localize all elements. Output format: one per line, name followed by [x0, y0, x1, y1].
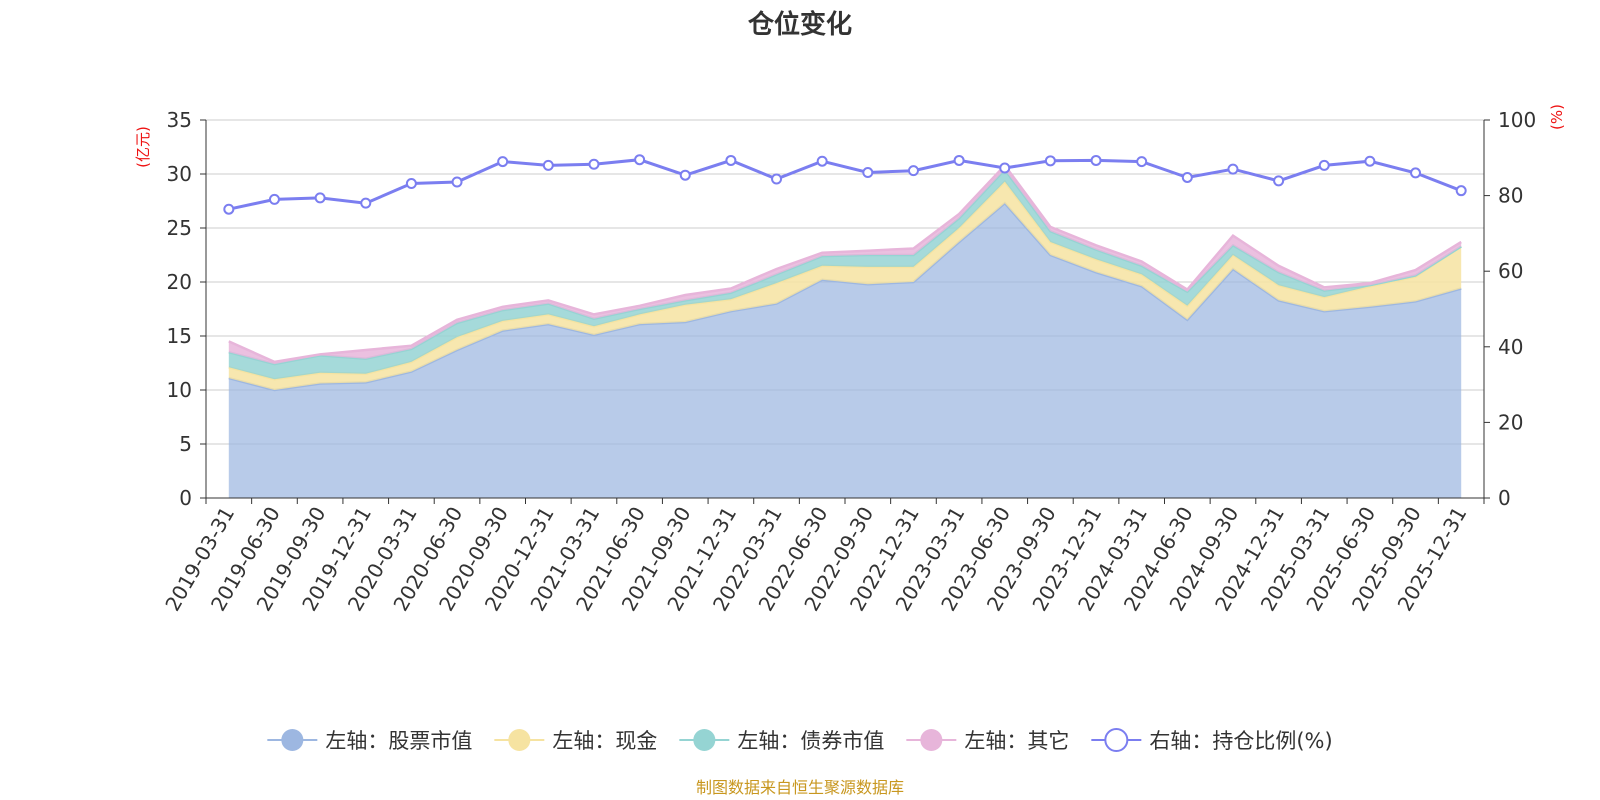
ratio-point — [771, 173, 783, 185]
left-axis-unit: (亿元) — [134, 126, 152, 168]
legend-label: 左轴：债券市值 — [737, 729, 884, 753]
legend-label: 左轴：其它 — [964, 729, 1069, 753]
left-tick-label: 25 — [167, 216, 192, 240]
left-tick-label: 0 — [179, 486, 192, 510]
ratio-line-path — [228, 158, 1462, 211]
ratio-point — [907, 165, 919, 177]
legend-marker — [920, 729, 943, 751]
ratio-point — [405, 178, 417, 190]
legend-marker — [508, 729, 531, 751]
right-tick-label: 20 — [1498, 410, 1523, 434]
left-tick-label: 15 — [167, 324, 192, 348]
ratio-point — [1227, 163, 1239, 175]
ratio-point — [679, 169, 691, 181]
left-tick-label: 10 — [167, 378, 192, 402]
left-tick-label: 5 — [179, 432, 192, 456]
ratio-point — [725, 154, 737, 166]
legend-label: 左轴：股票市值 — [325, 729, 472, 753]
ratio-point — [1090, 154, 1102, 166]
ratio-point — [588, 158, 600, 170]
left-tick-label: 30 — [167, 162, 192, 186]
ratio-point — [1181, 171, 1193, 183]
ratio-point — [816, 155, 828, 167]
legend-label: 左轴：现金 — [552, 729, 657, 753]
legend-marker — [1104, 728, 1129, 752]
ratio-point — [1044, 155, 1056, 167]
right-tick-label: 40 — [1498, 335, 1523, 359]
right-tick-label: 60 — [1498, 259, 1523, 283]
right-tick-label: 80 — [1498, 184, 1523, 208]
chart-title: 仓位变化 — [747, 9, 852, 40]
ratio-point — [953, 154, 965, 166]
right-axis-unit: (%) — [1548, 104, 1566, 130]
ratio-point — [1318, 159, 1330, 171]
ratio-point — [1364, 155, 1376, 167]
ratio-point — [1410, 167, 1422, 179]
right-tick-label: 0 — [1498, 486, 1511, 510]
left-tick-label: 35 — [167, 108, 192, 132]
ratio-point — [1273, 175, 1285, 187]
position-ratio-line — [223, 154, 1467, 215]
area-edge-3 — [228, 163, 1462, 364]
ratio-point — [999, 162, 1011, 174]
legend: 左轴：股票市值 左轴：现金 左轴：债券市值 左轴：其它 右轴：持仓比例(%) — [267, 728, 1333, 753]
legend-marker — [281, 729, 304, 751]
ratio-point — [314, 192, 326, 204]
legend-marker — [693, 729, 716, 751]
ratio-point — [634, 154, 646, 166]
ratio-point — [360, 197, 372, 209]
source-note: 制图数据来自恒生聚源数据库 — [696, 778, 904, 797]
area-series-0 — [228, 203, 1462, 498]
area-series-1 — [228, 181, 1462, 390]
stacked-areas — [228, 163, 1462, 498]
ratio-point — [1455, 185, 1467, 197]
ratio-point — [268, 193, 280, 205]
ratio-point — [497, 156, 509, 168]
left-tick-label: 20 — [167, 270, 192, 294]
ratio-point — [1136, 156, 1148, 168]
ratio-point — [223, 203, 235, 215]
ratio-point — [451, 176, 463, 188]
ratio-point — [862, 167, 874, 179]
ratio-point — [542, 159, 554, 171]
right-tick-label: 100 — [1498, 108, 1536, 132]
legend-label: 右轴：持仓比例(%) — [1149, 729, 1332, 753]
